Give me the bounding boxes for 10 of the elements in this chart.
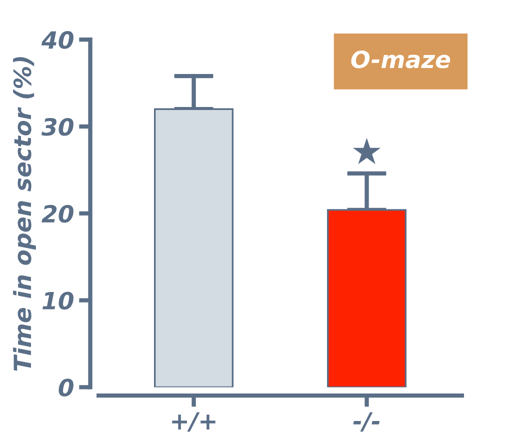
chart-title: O-maze	[351, 50, 450, 68]
x-tick-label: +/+	[172, 412, 216, 432]
x-tick-label: -/-	[353, 412, 380, 432]
annotation: ★	[352, 138, 381, 164]
y-tick-label: 40	[41, 31, 74, 49]
y-axis-title: Time in open sector (%)	[13, 57, 36, 371]
y-tick-label: 30	[41, 118, 74, 136]
y-tick-label: 20	[42, 204, 74, 223]
y-tick-label: 10	[42, 292, 74, 310]
y-tick-label: 0	[58, 378, 74, 397]
